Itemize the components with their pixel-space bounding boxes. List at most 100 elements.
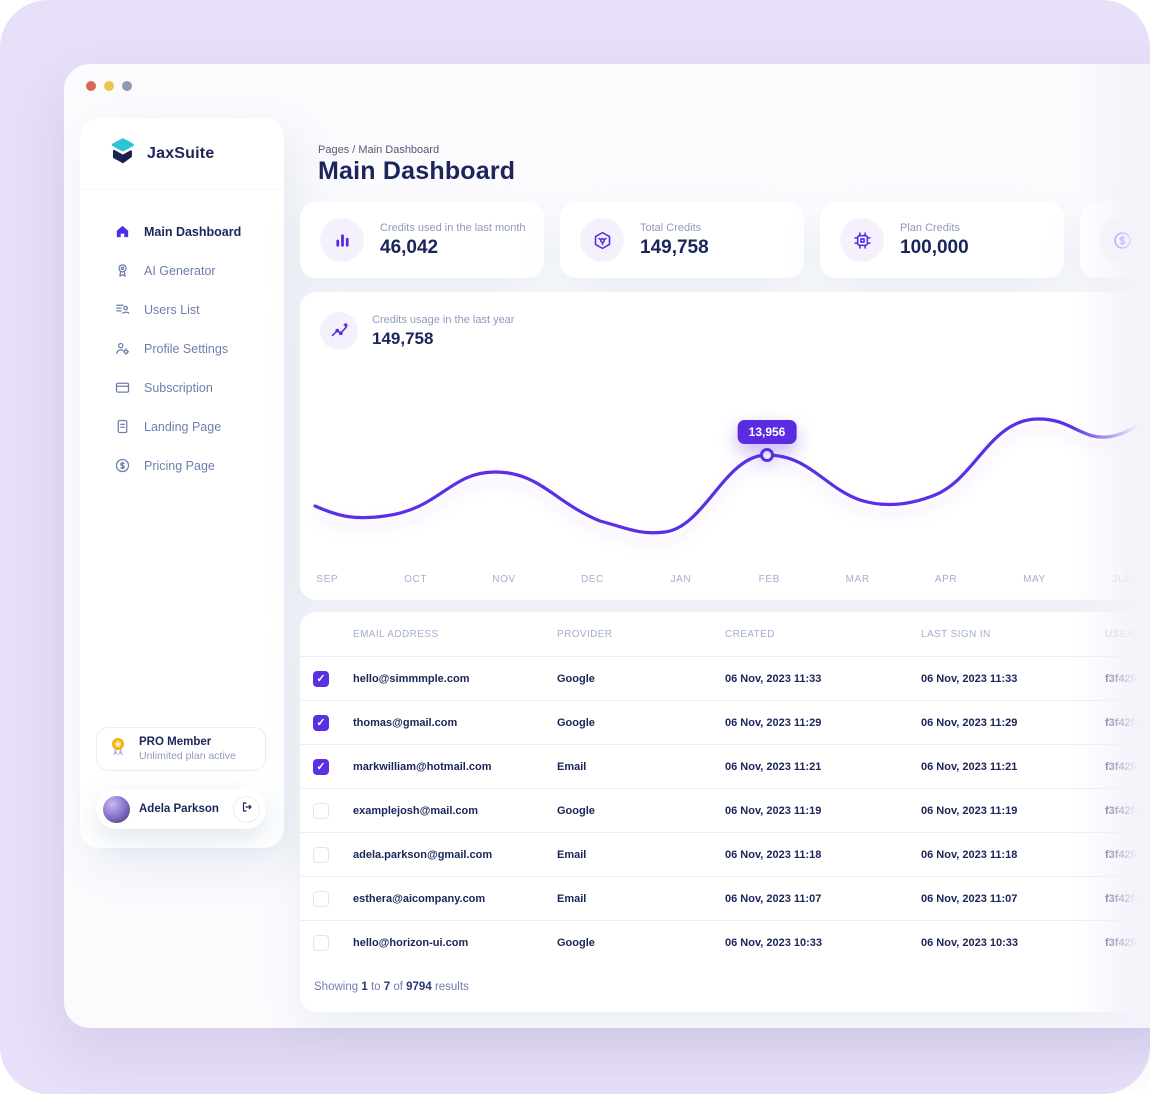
table-row: adela.parkson@gmail.com Email 06 Nov, 2023… <box>300 832 1150 876</box>
x-tick-label: MAY <box>1023 574 1046 585</box>
cell-created: 06 Nov, 2023 11:07 <box>725 892 822 905</box>
user-gear-icon <box>114 340 131 357</box>
document-icon <box>114 418 131 435</box>
x-tick-label: OCT <box>404 574 428 585</box>
cell-created: 06 Nov, 2023 11:33 <box>725 672 822 685</box>
column-created: CREATED <box>725 628 775 640</box>
line-chart-icon <box>320 312 358 350</box>
pro-member-title: PRO Member <box>139 736 212 748</box>
stat-card-partial <box>1080 202 1150 278</box>
bar-chart-icon <box>320 218 364 262</box>
sidebar-item-landing-page[interactable]: Landing Page <box>114 407 276 446</box>
cell-created: 06 Nov, 2023 11:29 <box>725 716 822 729</box>
close-window-button[interactable] <box>86 81 96 91</box>
page-title: Main Dashboard <box>318 157 516 185</box>
pro-member-subtitle: Unlimited plan active <box>139 750 236 762</box>
table-row: ✓ hello@simmmple.com Google 06 Nov, 2023 11… <box>300 656 1150 700</box>
badge-icon <box>114 262 131 279</box>
sidebar-item-label: Landing Page <box>144 419 222 434</box>
breadcrumb[interactable]: Pages / Main Dashboard <box>318 144 440 156</box>
maximize-window-button[interactable] <box>122 81 132 91</box>
cell-user-uid: f3f42fc- <box>1105 716 1145 729</box>
sidebar-item-label: Profile Settings <box>144 341 229 356</box>
sidebar-item-users-list[interactable]: Users List <box>114 290 276 329</box>
cell-created: 06 Nov, 2023 11:19 <box>725 804 822 817</box>
cell-provider: Google <box>557 672 595 685</box>
cell-email: hello@simmmple.com <box>353 672 470 685</box>
credits-usage-line-chart[interactable] <box>300 388 1150 564</box>
cell-email: thomas@gmail.com <box>353 716 458 729</box>
cell-provider: Email <box>557 892 587 905</box>
sidebar-item-label: Users List <box>144 302 200 317</box>
minimize-window-button[interactable] <box>104 81 114 91</box>
table-row: esthera@aicompany.com Email 06 Nov, 2023 1… <box>300 876 1150 920</box>
users-list-icon <box>114 301 131 318</box>
stat-value: 46,042 <box>380 236 439 258</box>
sidebar-item-main-dashboard[interactable]: Main Dashboard <box>114 212 276 251</box>
table-row: hello@horizon-ui.com Google 06 Nov, 2023 1… <box>300 920 1150 964</box>
user-profile-card: Adela Parkson <box>96 789 266 829</box>
logo-text: JaxSuite <box>147 144 215 162</box>
chart-x-axis: SEP OCT NOV DEC JAN FEB MAR APR MAY JUN <box>283 574 1150 585</box>
cell-provider: Google <box>557 804 595 817</box>
credit-card-icon <box>114 379 131 396</box>
logout-button[interactable] <box>233 795 260 823</box>
stats-row: Credits used in the last month 46,042 To… <box>300 202 1150 278</box>
sidebar-item-subscription[interactable]: Subscription <box>114 368 276 407</box>
cell-provider: Google <box>557 936 595 949</box>
avatar <box>103 795 130 823</box>
cell-email: esthera@aicompany.com <box>353 892 486 905</box>
row-checkbox[interactable]: ✓ <box>313 758 329 775</box>
row-checkbox[interactable] <box>313 934 329 951</box>
column-last-signin: LAST SIGN IN <box>921 628 991 640</box>
dollar-circle-icon <box>114 457 131 474</box>
stat-card-plan-credits: Plan Credits 100,000 <box>820 202 1064 278</box>
cell-user-uid: f3f42fc- <box>1105 672 1145 685</box>
cell-user-uid: f3f42fc- <box>1105 892 1145 905</box>
stat-value: 149,758 <box>640 236 709 258</box>
stat-card-total-credits: Total Credits 149,758 <box>560 202 804 278</box>
cell-email: markwilliam@hotmail.com <box>353 760 492 773</box>
x-tick-label: JAN <box>670 574 692 585</box>
sidebar-item-label: Subscription <box>144 380 213 395</box>
cell-created: 06 Nov, 2023 10:33 <box>725 936 823 949</box>
jaxsuite-logo-icon <box>107 136 137 171</box>
users-table-card: EMAIL ADDRESS PROVIDER CREATED LAST SIGN… <box>300 612 1150 1012</box>
stat-label: Plan Credits <box>900 221 960 234</box>
row-checkbox[interactable] <box>313 802 329 819</box>
logo: JaxSuite <box>80 118 284 190</box>
sidebar-item-label: AI Generator <box>144 263 216 278</box>
x-tick-label: NOV <box>492 574 516 585</box>
cell-user-uid: f3f42fc- <box>1105 804 1145 817</box>
x-tick-label: MAR <box>845 574 870 585</box>
x-tick-label: SEP <box>316 574 339 585</box>
cell-email: examplejosh@mail.com <box>353 804 479 817</box>
chart-point-marker[interactable] <box>760 448 774 462</box>
x-tick-label: DEC <box>580 574 604 585</box>
table-row: ✓ thomas@gmail.com Google 06 Nov, 2023 11:2… <box>300 700 1150 744</box>
row-checkbox[interactable] <box>313 846 329 863</box>
x-tick-label: APR <box>934 574 958 585</box>
credits-usage-chart-card: Credits usage in the last year 149,758 1… <box>300 292 1150 600</box>
cell-provider: Email <box>557 760 587 773</box>
stat-label: Total Credits <box>640 221 702 234</box>
row-checkbox[interactable] <box>313 890 329 907</box>
column-email: EMAIL ADDRESS <box>353 628 439 640</box>
cell-created: 06 Nov, 2023 11:21 <box>725 760 822 773</box>
sidebar-item-pricing-page[interactable]: Pricing Page <box>114 446 276 485</box>
row-checkbox[interactable]: ✓ <box>313 714 329 731</box>
table-header-row: EMAIL ADDRESS PROVIDER CREATED LAST SIGN… <box>300 612 1150 656</box>
stat-label: Credits used in the last month <box>380 221 526 234</box>
app-window: JaxSuite Main Dashboard AI Generator Users… <box>64 64 1150 1028</box>
cell-last-sign-in: 06 Nov, 2023 11:29 <box>921 716 1018 729</box>
chart-total-value: 149,758 <box>372 328 434 348</box>
sidebar-item-profile-settings[interactable]: Profile Settings <box>114 329 276 368</box>
column-user-uid: USER UID <box>1105 628 1150 640</box>
cell-last-sign-in: 06 Nov, 2023 11:19 <box>921 804 1018 817</box>
pro-member-text: PRO Member Unlimited plan active <box>139 736 236 762</box>
cell-last-sign-in: 06 Nov, 2023 11:18 <box>921 848 1018 861</box>
chart-header: Credits usage in the last year 149,758 <box>300 292 1150 350</box>
x-tick-label: JUN <box>1112 574 1134 585</box>
row-checkbox[interactable]: ✓ <box>313 670 329 687</box>
sidebar-item-ai-generator[interactable]: AI Generator <box>114 251 276 290</box>
